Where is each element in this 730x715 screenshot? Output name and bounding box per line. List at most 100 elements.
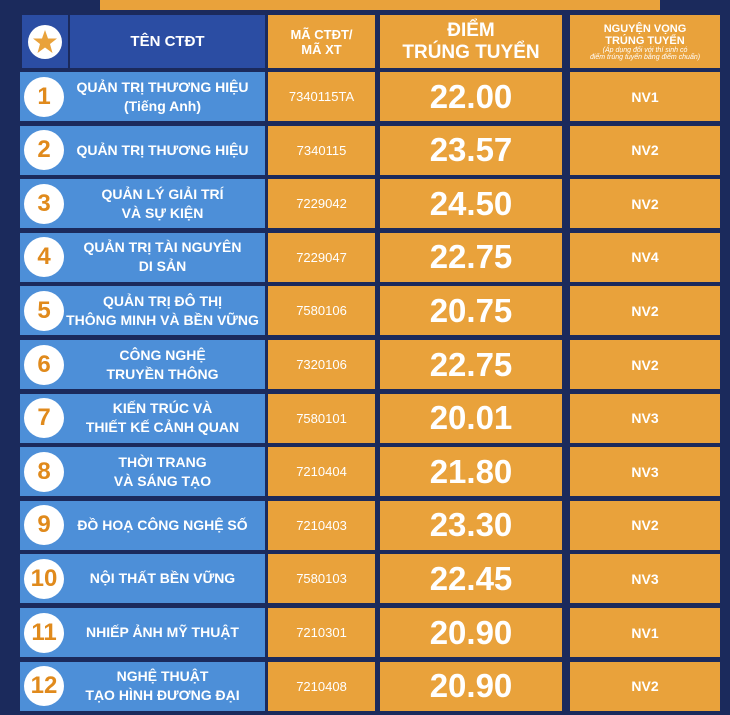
aspiration: NV3: [631, 463, 659, 480]
score: 20.01: [429, 399, 513, 437]
program-code: 7340115TA: [288, 89, 355, 104]
nv-cell: NV3: [570, 447, 720, 497]
score: 22.00: [429, 77, 513, 115]
aspiration: NV1: [631, 88, 659, 105]
score-cell: 22.75: [380, 340, 562, 389]
program-name: TRUYỀN THÔNG: [106, 365, 219, 382]
row-number: 9: [37, 511, 51, 539]
row-number-badge: 12: [24, 666, 64, 707]
nv-cell: NV2: [570, 286, 720, 336]
aspiration: NV2: [631, 356, 659, 373]
score-cell: 22.45: [380, 554, 562, 604]
row-number: 3: [37, 189, 51, 217]
program-name: QUẢN TRỊ ĐÔ THỊ: [103, 292, 222, 309]
row-number-badge: 5: [24, 290, 64, 331]
header-text: TRÚNG TUYỂN: [402, 41, 540, 63]
score: 20.90: [429, 613, 513, 651]
score-cell: 23.30: [380, 500, 562, 550]
program-code: 7229047: [296, 249, 347, 265]
score-cell: 20.90: [380, 661, 562, 711]
program-name: NHIẾP ẢNH MỸ THUẬT: [86, 624, 239, 640]
code-cell: 7210403: [268, 500, 375, 550]
top-banner: [100, 0, 660, 10]
name-cell: THỜI TRANG VÀ SÁNG TẠO: [20, 447, 265, 497]
header-note: điểm trúng tuyển bằng điểm chuẩn): [589, 53, 701, 61]
nv-cell: NV2: [570, 340, 720, 389]
program-code: 7210403: [296, 517, 347, 533]
code-cell: 7229042: [268, 179, 375, 229]
row-number: 7: [37, 404, 51, 432]
header-text: TRÚNG TUYỂN: [605, 34, 685, 47]
code-cell: 7580106: [268, 286, 375, 336]
score: 20.75: [429, 291, 513, 329]
program-code: 7229042: [296, 196, 347, 212]
code-cell: 7210404: [268, 447, 375, 497]
row-number: 5: [37, 296, 51, 324]
star-icon: [28, 24, 62, 59]
row-number: 8: [37, 457, 51, 485]
row-number-badge: 2: [24, 130, 64, 171]
header-score: ĐIỂM TRÚNG TUYỂN: [380, 15, 562, 68]
name-cell: ĐỒ HOẠ CÔNG NGHỆ SỐ: [20, 500, 265, 550]
row-number: 6: [37, 350, 51, 378]
row-number: 1: [37, 82, 51, 110]
aspiration: NV3: [631, 570, 659, 587]
code-cell: 7210408: [268, 661, 375, 711]
score-cell: 20.01: [380, 393, 562, 443]
nv-cell: NV3: [570, 393, 720, 443]
nv-cell: NV2: [570, 179, 720, 229]
nv-cell: NV2: [570, 500, 720, 550]
row-number: 10: [30, 564, 58, 592]
program-name: QUẢN TRỊ TÀI NGUYÊN: [83, 239, 242, 256]
program-name: THÔNG MINH VÀ BỀN VỮNG: [66, 311, 259, 328]
header-name: TÊN CTĐT: [70, 15, 265, 68]
row-number-badge: 3: [24, 183, 64, 224]
row-number-badge: 1: [24, 76, 64, 117]
score: 24.50: [429, 184, 513, 222]
program-name: VÀ SỰ KIỆN: [121, 204, 204, 221]
score-cell: 20.75: [380, 286, 562, 336]
program-name: ĐỒ HOẠ CÔNG NGHỆ SỐ: [77, 516, 248, 533]
score-cell: 23.57: [380, 125, 562, 175]
program-code: 7210404: [296, 464, 347, 480]
score-cell: 24.50: [380, 179, 562, 229]
program-name: QUẢN TRỊ THƯƠNG HIỆU: [76, 141, 249, 158]
program-code: 7210408: [296, 678, 347, 694]
header-text: TÊN CTĐT: [130, 33, 205, 50]
program-name: NỘI THẤT BỀN VỮNG: [89, 570, 236, 587]
program-code: 7580101: [296, 410, 347, 426]
aspiration: NV2: [631, 195, 659, 212]
code-cell: 7580101: [268, 393, 375, 443]
name-cell: NGHỆ THUẬT TẠO HÌNH ĐƯƠNG ĐẠI: [20, 661, 265, 711]
score-cell: 20.90: [380, 608, 562, 657]
program-name: VÀ SÁNG TẠO: [113, 472, 212, 489]
nv-cell: NV1: [570, 608, 720, 657]
program-code: 7580103: [296, 571, 347, 587]
header-text: MÃ XT: [301, 41, 342, 57]
row-number-badge: 9: [24, 505, 64, 546]
code-cell: 7229047: [268, 232, 375, 282]
code-cell: 7320106: [268, 340, 375, 389]
row-number-badge: 6: [24, 344, 64, 385]
nv-cell: NV2: [570, 661, 720, 711]
score-cell: 22.75: [380, 232, 562, 282]
program-name: QUẢN LÝ GIẢI TRÍ: [101, 185, 224, 202]
row-number-badge: 7: [24, 398, 64, 439]
aspiration: NV2: [631, 302, 659, 319]
aspiration: NV2: [631, 678, 659, 695]
program-name: TẠO HÌNH ĐƯƠNG ĐẠI: [85, 687, 240, 704]
header-nv: NGUYỆN VỌNG TRÚNG TUYỂN (Áp dụng đối với …: [570, 15, 720, 68]
row-number: 11: [31, 618, 57, 646]
program-name: KIẾN TRÚC VÀ: [112, 400, 213, 417]
program-name: CÔNG NGHỆ: [119, 346, 206, 363]
nv-cell: NV3: [570, 554, 720, 604]
header-text: NGUYỆN VỌNG: [603, 22, 687, 35]
score-cell: 22.00: [380, 72, 562, 121]
program-name: NGHỆ THUẬT: [116, 668, 209, 685]
score: 23.57: [429, 131, 513, 169]
header-code: MÃ CTĐT/MÃ XT: [268, 15, 375, 68]
row-number-badge: 4: [24, 237, 64, 278]
program-name: (Tiếng Anh): [124, 97, 201, 114]
header-text: ĐIỂM: [447, 19, 495, 41]
